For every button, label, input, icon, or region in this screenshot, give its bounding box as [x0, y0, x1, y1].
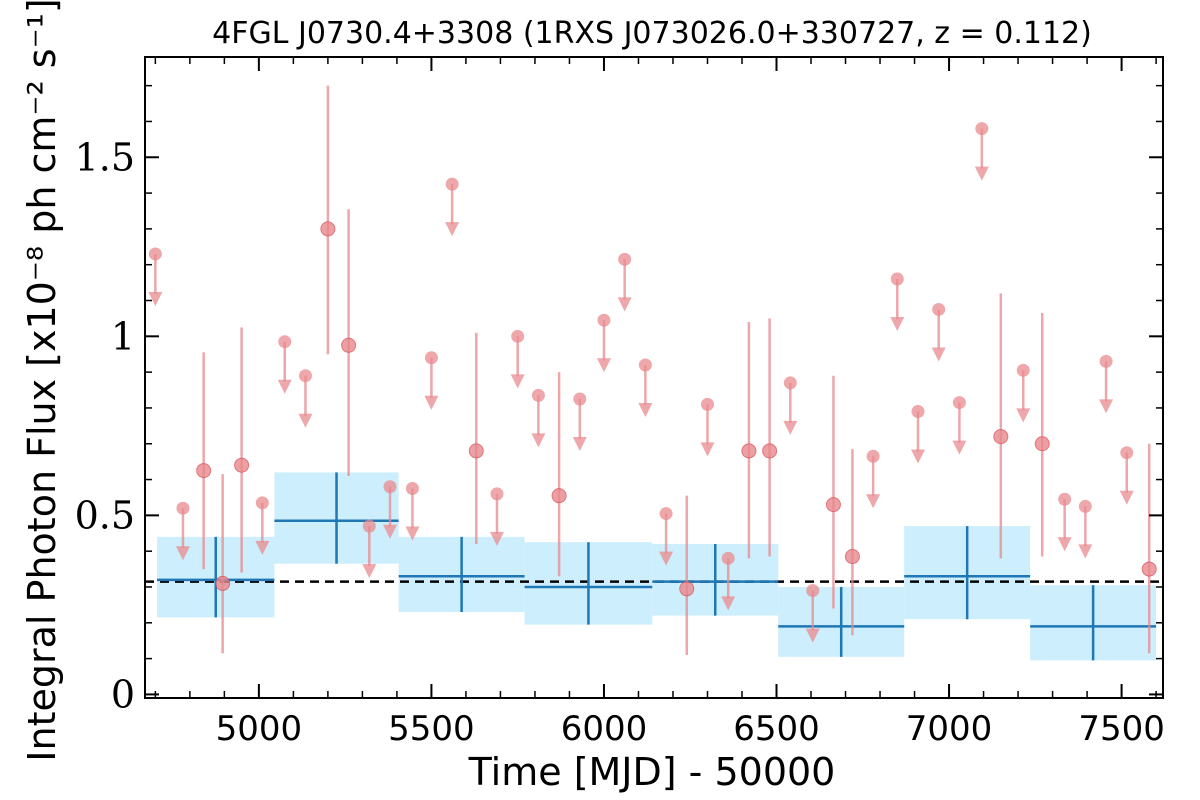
- detection-point: [679, 581, 695, 597]
- upper-limit-arrow: [298, 413, 313, 428]
- x-tick-label: 7500: [1078, 709, 1165, 749]
- upper-limit-arrow: [952, 440, 967, 455]
- upper-limit-point: [424, 351, 438, 365]
- upper-limit-point: [806, 584, 820, 598]
- upper-limit-point: [445, 177, 459, 191]
- upper-limit-point: [1058, 492, 1072, 506]
- upper-limit-arrow: [974, 166, 989, 181]
- upper-limit-point: [618, 252, 632, 266]
- x-tick-label: 7000: [906, 709, 993, 749]
- detection-point: [215, 575, 231, 591]
- detection-point: [1034, 436, 1050, 452]
- upper-limit-arrow: [445, 222, 460, 237]
- upper-limit-point: [638, 358, 652, 372]
- upper-limit-point: [1078, 499, 1092, 513]
- upper-limit-point: [700, 397, 714, 411]
- upper-limit-point: [573, 392, 587, 406]
- upper-limit-arrow: [489, 531, 504, 546]
- upper-limit-arrow: [910, 449, 925, 464]
- upper-limit-point: [405, 482, 419, 496]
- plot-frame: [144, 56, 1164, 699]
- x-tick-label: 6000: [561, 709, 648, 749]
- upper-limit-arrow: [383, 524, 398, 539]
- upper-limit-point: [362, 519, 376, 533]
- detection-point: [320, 221, 336, 237]
- upper-limit-point: [278, 335, 292, 349]
- y-tick-label: 1.5: [75, 135, 135, 179]
- upper-limit-point: [1099, 354, 1113, 368]
- upper-limit-arrow: [617, 297, 632, 312]
- upper-limit-arrow: [362, 564, 377, 579]
- detection-point: [341, 337, 357, 353]
- upper-limit-arrow: [866, 494, 881, 509]
- upper-limit-arrow: [424, 395, 439, 410]
- upper-limit-arrow: [175, 546, 190, 561]
- upper-limit-arrow: [700, 442, 715, 457]
- upper-limit-arrow: [405, 526, 420, 541]
- upper-limit-arrow: [1057, 537, 1072, 552]
- upper-limit-arrow: [531, 433, 546, 448]
- x-tick-label: 6500: [733, 709, 820, 749]
- x-axis-label: Time [MJD] - 50000: [468, 750, 836, 794]
- upper-limit-arrow: [783, 420, 798, 435]
- upper-limit-point: [659, 507, 673, 521]
- upper-limit-point: [597, 313, 611, 327]
- upper-limit-point: [1016, 363, 1030, 377]
- upper-limit-point: [531, 388, 545, 402]
- detection-point: [468, 443, 484, 459]
- upper-limit-arrow: [510, 374, 525, 389]
- detection-point: [551, 488, 567, 504]
- detection-point: [234, 457, 250, 473]
- x-tick-label: 5500: [388, 709, 475, 749]
- upper-limit-arrow: [255, 540, 270, 555]
- upper-limit-arrow: [805, 628, 820, 643]
- y-tick-label: 0: [111, 672, 135, 716]
- upper-limit-arrow: [1078, 544, 1093, 559]
- upper-limit-arrow: [572, 436, 587, 451]
- upper-limit-point: [176, 501, 190, 515]
- detection-point: [993, 429, 1009, 445]
- upper-limit-arrow: [1119, 490, 1134, 505]
- upper-limit-arrow: [148, 291, 163, 306]
- detection-point: [825, 497, 841, 513]
- upper-limit-point: [148, 247, 162, 261]
- upper-limit-arrow: [596, 358, 611, 373]
- upper-limit-arrow: [890, 317, 905, 332]
- detection-point: [762, 443, 778, 459]
- upper-limit-point: [932, 302, 946, 316]
- upper-limit-arrow: [659, 551, 674, 566]
- y-axis-label: Integral Photon Flux [x10⁻⁸ ph cm⁻² s⁻¹]: [20, 0, 64, 762]
- upper-limit-point: [1120, 446, 1134, 460]
- x-tick-label: 5000: [216, 709, 303, 749]
- upper-limit-point: [975, 122, 989, 136]
- detection-point: [196, 463, 212, 479]
- upper-limit-point: [890, 272, 904, 286]
- upper-limit-arrow: [277, 379, 292, 394]
- upper-limit-point: [383, 480, 397, 494]
- upper-limit-point: [952, 396, 966, 410]
- upper-limit-point: [783, 376, 797, 390]
- upper-limit-arrow: [721, 596, 736, 611]
- plot-area: 5000 5500 6000 6500 7000 7500 0 0.5 1 1.5: [75, 56, 1165, 749]
- detection-point: [1141, 561, 1157, 577]
- upper-limit-point: [866, 449, 880, 463]
- y-tick-label: 1: [111, 314, 135, 358]
- detection-point: [844, 549, 860, 565]
- detection-point: [741, 443, 757, 459]
- upper-limit-arrow: [1016, 408, 1031, 423]
- upper-limit-point: [298, 369, 312, 383]
- chart-title: 4FGL J0730.4+3308 (1RXS J073026.0+330727…: [212, 16, 1092, 51]
- upper-limit-point: [911, 405, 925, 419]
- upper-limit-arrow: [638, 402, 653, 417]
- upper-limit-point: [721, 551, 735, 565]
- upper-limit-arrow: [1099, 399, 1114, 414]
- y-tick-label: 0.5: [75, 493, 135, 537]
- upper-limit-point: [255, 496, 269, 510]
- upper-limit-arrow: [931, 347, 946, 362]
- upper-limit-point: [511, 329, 525, 343]
- upper-limit-point: [490, 487, 504, 501]
